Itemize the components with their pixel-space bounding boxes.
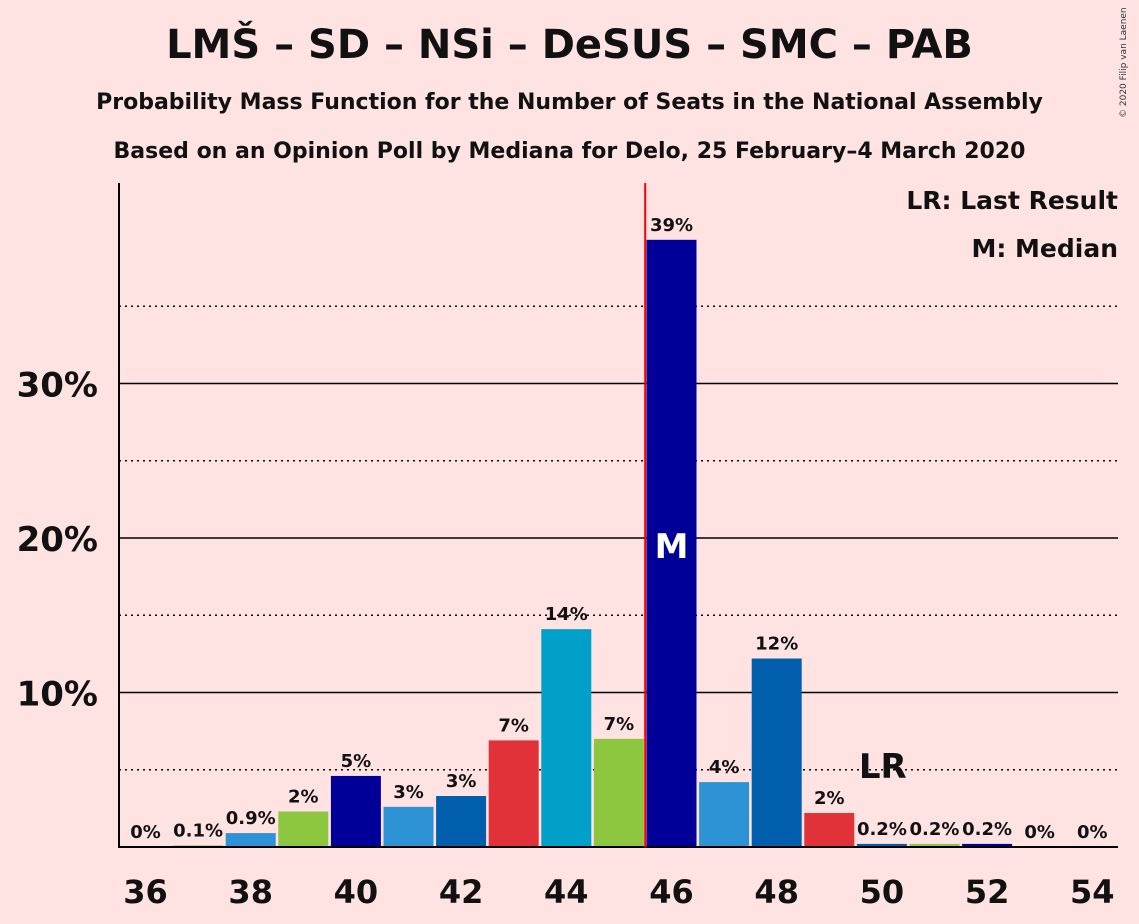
grid-lines: 10% 20% 30% xyxy=(17,305,1118,771)
bar-seat-46 xyxy=(646,239,697,847)
data-label: 0% xyxy=(1024,822,1055,843)
bar-seat-40 xyxy=(330,775,381,847)
legend-last-result: LR: Last Result xyxy=(906,186,1118,215)
data-label: 2% xyxy=(814,788,845,809)
bars xyxy=(173,239,1013,847)
axes: 36 38 40 42 44 46 48 50 52 54 xyxy=(118,183,1118,911)
y-tick-label: 10% xyxy=(17,675,98,715)
data-label: 2% xyxy=(288,786,319,807)
data-label: 0% xyxy=(1077,822,1108,843)
bar-seat-45 xyxy=(593,738,644,847)
bar-seat-41 xyxy=(383,806,434,847)
bar-seat-51 xyxy=(909,843,960,847)
y-tick-label: 20% xyxy=(17,520,98,560)
x-tick-label: 36 xyxy=(123,873,168,911)
bar-seat-39 xyxy=(278,811,329,847)
bar-seat-48 xyxy=(751,658,802,847)
bar-seat-42 xyxy=(436,796,487,847)
data-label: 12% xyxy=(755,634,798,655)
chart-subtitle-2: Based on an Opinion Poll by Mediana for … xyxy=(113,139,1026,164)
y-tick-label: 30% xyxy=(17,366,98,406)
data-label: 3% xyxy=(446,771,477,792)
x-tick-label: 42 xyxy=(439,873,484,911)
data-label: 0.2% xyxy=(962,819,1012,840)
x-tick-label: 40 xyxy=(334,873,379,911)
data-label: 5% xyxy=(341,751,372,772)
data-label: 0.9% xyxy=(226,808,276,829)
x-tick-label: 54 xyxy=(1070,873,1115,911)
data-label: 7% xyxy=(498,715,529,736)
x-tick-label: 50 xyxy=(860,873,905,911)
x-tick-label: 48 xyxy=(754,873,799,911)
x-tick-label: 44 xyxy=(544,873,589,911)
x-tick-label: 38 xyxy=(228,873,273,911)
data-label: 39% xyxy=(650,215,693,236)
data-label: 4% xyxy=(709,757,740,778)
markers: M LR xyxy=(644,183,907,847)
x-tick-label: 52 xyxy=(965,873,1010,911)
bar-seat-52 xyxy=(962,843,1013,847)
last-result-marker: LR xyxy=(859,747,907,787)
data-label: 7% xyxy=(604,714,635,735)
bar-seat-47 xyxy=(699,782,750,847)
data-label: 3% xyxy=(393,782,424,803)
data-label: 0% xyxy=(130,822,161,843)
bar-seat-43 xyxy=(488,740,539,847)
chart-title: LMŠ – SD – NSi – DeSUS – SMC – PAB xyxy=(166,22,973,68)
data-label: 0.2% xyxy=(857,819,907,840)
chart-subtitle-1: Probability Mass Function for the Number… xyxy=(96,90,1043,115)
data-labels: 0% 0.1%0.9%2%5%3%3%7%14%7%39%4%12%2%0.2% 0… xyxy=(130,215,1107,843)
data-label: 0.1% xyxy=(173,820,223,841)
legend-median: M: Median xyxy=(971,234,1118,263)
bar-seat-49 xyxy=(804,813,855,847)
x-tick-label: 46 xyxy=(649,873,694,911)
bar-seat-38 xyxy=(225,833,276,847)
bar-seat-44 xyxy=(541,629,592,847)
median-marker: M xyxy=(655,527,689,567)
data-label: 14% xyxy=(545,604,588,625)
data-label: 0.2% xyxy=(910,819,960,840)
bar-seat-50 xyxy=(856,843,907,847)
